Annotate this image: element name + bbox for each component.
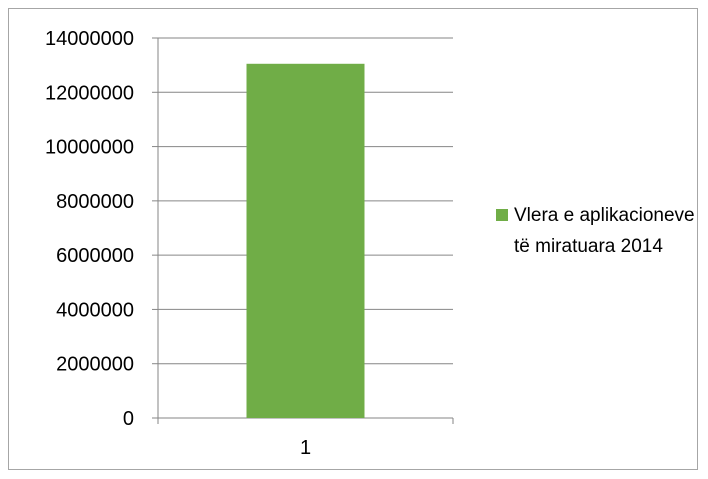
- y-tick-label: 2000000: [56, 354, 134, 376]
- x-tick-label: 1: [300, 437, 311, 459]
- bar: [246, 63, 365, 419]
- legend-swatch: [496, 209, 508, 221]
- y-tick-label: 14000000: [45, 28, 134, 50]
- y-tick-label: 6000000: [56, 245, 134, 267]
- y-tick-label: 8000000: [56, 191, 134, 213]
- y-tick-label: 10000000: [45, 137, 134, 159]
- y-tick-label: 12000000: [45, 82, 134, 104]
- y-tick-label: 0: [123, 408, 134, 430]
- y-tick-label: 4000000: [56, 299, 134, 321]
- legend-label: Vlera e aplikacioneve të miratuara 2014: [514, 205, 695, 257]
